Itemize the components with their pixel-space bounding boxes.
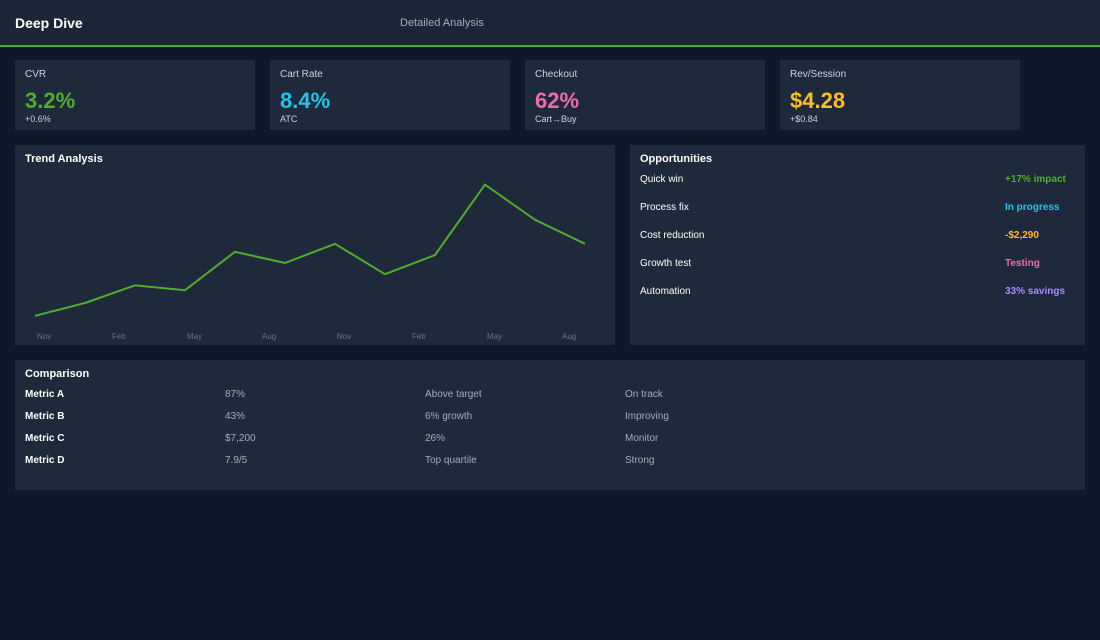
opportunity-label: Automation	[640, 286, 691, 297]
table-cell: Top quartile	[425, 455, 477, 466]
kpi-label: Cart Rate	[280, 69, 323, 80]
kpi-note: ATC	[280, 114, 298, 124]
table-cell: Monitor	[625, 433, 659, 444]
trend-panel: Trend Analysis Nov Feb May Aug Nov Feb May Aug	[15, 145, 615, 345]
kpi-value: 62%	[535, 88, 580, 113]
opportunity-label: Growth test	[640, 258, 692, 269]
table-cell: 7.9/5	[225, 455, 248, 466]
x-tick-label: Aug	[562, 332, 576, 341]
kpi-label: CVR	[25, 69, 47, 80]
table-cell: Improving	[625, 411, 669, 422]
x-tick-label: May	[187, 332, 202, 341]
kpi-card: CVR 3.2% +0.6%	[15, 60, 255, 130]
table-cell: Strong	[625, 455, 655, 466]
opportunity-label: Quick win	[640, 174, 684, 185]
opportunity-label: Cost reduction	[640, 230, 705, 241]
opportunity-status: +17% impact	[1005, 174, 1066, 185]
opportunities-panel: Opportunities Quick win +17% impact Proces…	[630, 145, 1085, 345]
table-cell: 6% growth	[425, 411, 473, 422]
panel-title: Opportunities	[640, 153, 713, 165]
kpi-value: $4.28	[790, 88, 846, 113]
kpi-label: Rev/Session	[790, 69, 847, 80]
table-cell: Above target	[425, 389, 482, 400]
panel-title: Trend Analysis	[25, 153, 103, 165]
panel-title: Comparison	[25, 368, 90, 380]
trend-line	[34, 183, 586, 317]
table-cell: Metric B	[25, 411, 65, 422]
x-tick-label: Feb	[412, 332, 426, 341]
kpi-card: Checkout 62% Cart→Buy	[525, 60, 765, 130]
table-cell: On track	[625, 389, 663, 400]
opportunity-status: In progress	[1005, 202, 1060, 213]
kpi-label: Checkout	[535, 69, 578, 80]
x-tick-label: Feb	[112, 332, 126, 341]
comparison-panel: Comparison Metric A 87% Above target On tra…	[15, 360, 1085, 490]
opportunity-status: -$2,290	[1005, 230, 1039, 241]
x-tick-label: Aug	[262, 332, 276, 341]
table-cell: $7,200	[225, 433, 256, 444]
x-tick-label: Nov	[37, 332, 51, 341]
kpi-card: Cart Rate 8.4% ATC	[270, 60, 510, 130]
kpi-value: 3.2%	[25, 88, 76, 113]
table-cell: Metric A	[25, 389, 65, 400]
page-subtitle: Detailed Analysis	[400, 17, 484, 29]
table-cell: 87%	[225, 389, 246, 400]
table-cell: Metric D	[25, 455, 65, 466]
chart: Nov Feb May Aug Nov Feb May Aug	[34, 183, 586, 341]
opportunity-status: 33% savings	[1005, 286, 1066, 297]
table-cell: Metric C	[25, 433, 65, 444]
x-tick-label: Nov	[337, 332, 351, 341]
table-cell: 43%	[225, 411, 246, 422]
x-tick-label: May	[487, 332, 502, 341]
kpi-value: 8.4%	[280, 88, 331, 113]
header: Deep Dive Detailed Analysis	[0, 0, 1100, 47]
page-title: Deep Dive	[15, 15, 83, 31]
kpi-note: Cart→Buy	[535, 114, 577, 124]
kpi-card: Rev/Session $4.28 +$0.84	[780, 60, 1020, 130]
kpi-note: +0.6%	[25, 114, 51, 124]
opportunity-label: Process fix	[640, 202, 689, 213]
opportunity-status: Testing	[1005, 258, 1040, 269]
kpi-note: +$0.84	[790, 114, 818, 124]
table-cell: 26%	[425, 433, 446, 444]
